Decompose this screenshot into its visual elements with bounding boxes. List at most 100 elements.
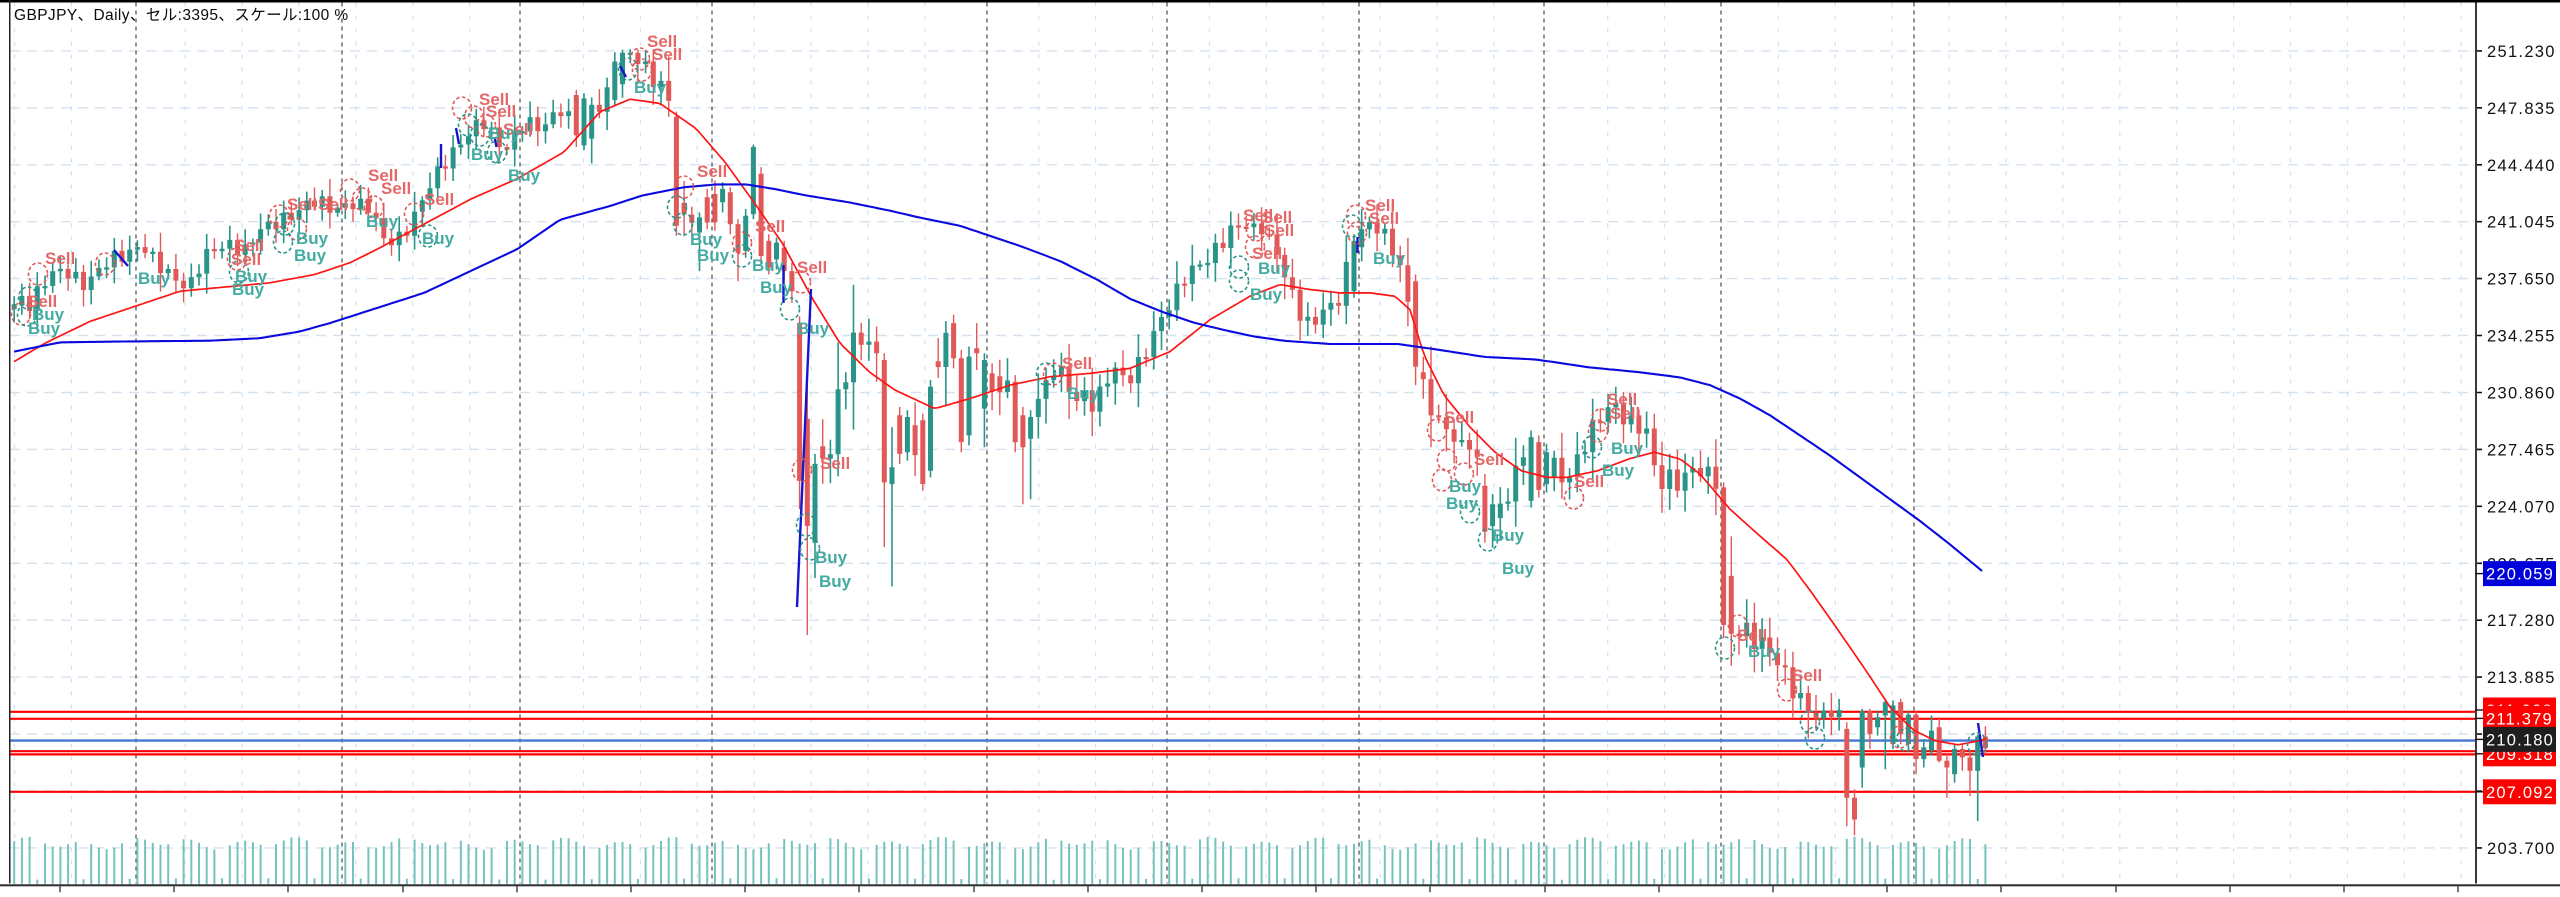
svg-text:Buy: Buy <box>1449 477 1482 496</box>
svg-text:Buy: Buy <box>797 319 830 338</box>
svg-text:26.3 00:00: 26.3 00:00 <box>586 894 663 897</box>
svg-text:Buy: Buy <box>815 548 848 567</box>
svg-text:27.8 00:00: 27.8 00:00 <box>1842 894 1919 897</box>
svg-text:24.9 00:00: 24.9 00:00 <box>2071 894 2148 897</box>
svg-text:Sell: Sell <box>1737 626 1767 645</box>
svg-text:Buy: Buy <box>1492 526 1525 545</box>
svg-text:18.6 00:00: 18.6 00:00 <box>1271 894 1348 897</box>
svg-text:241.045: 241.045 <box>2487 214 2556 232</box>
svg-text:210.180: 210.180 <box>2486 731 2554 749</box>
svg-text:Buy: Buy <box>1373 249 1406 268</box>
svg-text:234.255: 234.255 <box>2487 328 2556 346</box>
svg-text:22.10 00:00: 22.10 00:00 <box>2299 894 2385 897</box>
svg-text:Sell: Sell <box>381 179 411 198</box>
svg-text:Buy: Buy <box>1258 259 1291 278</box>
svg-text:Sell: Sell <box>1062 354 1092 373</box>
svg-text:Sell: Sell <box>755 217 785 236</box>
svg-text:Buy: Buy <box>634 78 667 97</box>
svg-text:Buy: Buy <box>1748 642 1781 661</box>
svg-text:213.885: 213.885 <box>2487 669 2556 687</box>
svg-text:Buy: Buy <box>28 319 61 338</box>
svg-text:Buy: Buy <box>1446 494 1479 513</box>
svg-text:8.10 00:00: 8.10 00:00 <box>2185 894 2262 897</box>
svg-text:244.440: 244.440 <box>2487 157 2556 175</box>
svg-text:Buy: Buy <box>296 229 329 248</box>
svg-text:Buy: Buy <box>32 305 65 324</box>
svg-text:Buy: Buy <box>235 267 268 286</box>
svg-text:Buy: Buy <box>697 246 730 265</box>
svg-text:207.092: 207.092 <box>2486 784 2554 802</box>
svg-text:Sell: Sell <box>697 162 727 181</box>
svg-text:7.5 00:00: 7.5 00:00 <box>929 894 997 897</box>
svg-text:Sell: Sell <box>27 292 57 311</box>
svg-text:Buy: Buy <box>422 229 455 248</box>
svg-text:Buy: Buy <box>1611 439 1644 458</box>
svg-text:Sell: Sell <box>45 249 75 268</box>
svg-text:Sell: Sell <box>1264 221 1294 240</box>
svg-text:10.9 00:00: 10.9 00:00 <box>1956 894 2033 897</box>
svg-text:Sell: Sell <box>503 120 533 139</box>
svg-text:19.11 00:00: 19.11 00:00 <box>2527 894 2560 897</box>
svg-text:Sell: Sell <box>1369 209 1399 228</box>
svg-text:Sell: Sell <box>368 166 398 185</box>
svg-text:Buy: Buy <box>690 230 723 249</box>
svg-text:Sell: Sell <box>486 102 516 121</box>
svg-text:211.379: 211.379 <box>2486 710 2553 728</box>
svg-text:224.070: 224.070 <box>2487 498 2556 516</box>
svg-text:Buy: Buy <box>138 269 171 288</box>
svg-text:217.280: 217.280 <box>2487 612 2556 630</box>
svg-text:Buy: Buy <box>1067 384 1100 403</box>
svg-text:Sell: Sell <box>1474 450 1504 469</box>
svg-text:4.6 00:00: 4.6 00:00 <box>1157 894 1225 897</box>
svg-text:Sell: Sell <box>820 454 850 473</box>
svg-text:Buy: Buy <box>488 124 521 143</box>
svg-text:Sell: Sell <box>1574 472 1604 491</box>
svg-text:247.835: 247.835 <box>2487 100 2556 118</box>
svg-text:29.1 00:00: 29.1 00:00 <box>129 894 206 897</box>
svg-text:203.700: 203.700 <box>2487 840 2556 858</box>
svg-text:Sell: Sell <box>797 258 827 277</box>
svg-text:Sell: Sell <box>234 236 264 255</box>
svg-text:230.860: 230.860 <box>2487 385 2556 403</box>
svg-text:16.7 00:00: 16.7 00:00 <box>1500 894 1577 897</box>
svg-text:Sell: Sell <box>1444 408 1474 427</box>
svg-text:14.1 2007: 14.1 2007 <box>15 894 87 897</box>
svg-text:Sell: Sell <box>318 195 348 214</box>
svg-text:9.4 00:00: 9.4 00:00 <box>700 894 768 897</box>
svg-text:5.11 00:00: 5.11 00:00 <box>2413 894 2489 897</box>
svg-text:220.059: 220.059 <box>2486 566 2554 584</box>
svg-text:21.5 00:00: 21.5 00:00 <box>1043 894 1120 897</box>
svg-text:Buy: Buy <box>508 166 541 185</box>
svg-text:Buy: Buy <box>760 278 793 297</box>
svg-text:Sell: Sell <box>1252 244 1282 263</box>
svg-text:Sell: Sell <box>287 195 317 214</box>
svg-text:Sell: Sell <box>1610 404 1640 423</box>
svg-text:26.2 00:00: 26.2 00:00 <box>358 894 435 897</box>
svg-text:2.7 00:00: 2.7 00:00 <box>1385 894 1453 897</box>
svg-text:Sell: Sell <box>652 45 682 64</box>
svg-text:Buy: Buy <box>819 572 852 591</box>
svg-text:Buy: Buy <box>752 256 785 275</box>
svg-text:Sell: Sell <box>1607 390 1637 409</box>
svg-text:GBPJPY、Daily、セル:3395、スケール:100: GBPJPY、Daily、セル:3395、スケール:100 % <box>14 6 349 24</box>
svg-text:227.465: 227.465 <box>2487 441 2556 459</box>
svg-text:Buy: Buy <box>366 212 399 231</box>
svg-text:12.3 00:00: 12.3 00:00 <box>472 894 549 897</box>
svg-text:Sell: Sell <box>1792 666 1822 685</box>
svg-text:Buy: Buy <box>1602 461 1635 480</box>
svg-text:Sell: Sell <box>647 32 677 51</box>
svg-text:Buy: Buy <box>471 145 504 164</box>
svg-text:237.650: 237.650 <box>2487 271 2556 289</box>
svg-text:Sell: Sell <box>479 90 509 109</box>
svg-text:Sell: Sell <box>231 250 261 269</box>
svg-text:Buy: Buy <box>1502 559 1535 578</box>
svg-text:Sell: Sell <box>1243 206 1273 225</box>
svg-text:Sell: Sell <box>1365 196 1395 215</box>
svg-text:30.7 00:00: 30.7 00:00 <box>1614 894 1691 897</box>
svg-text:12.2 00:00: 12.2 00:00 <box>243 894 320 897</box>
svg-text:13.8 00:00: 13.8 00:00 <box>1728 894 1805 897</box>
svg-text:251.230: 251.230 <box>2487 43 2556 61</box>
svg-text:Buy: Buy <box>232 280 265 299</box>
svg-text:Buy: Buy <box>1250 285 1283 304</box>
svg-text:Buy: Buy <box>294 246 327 265</box>
